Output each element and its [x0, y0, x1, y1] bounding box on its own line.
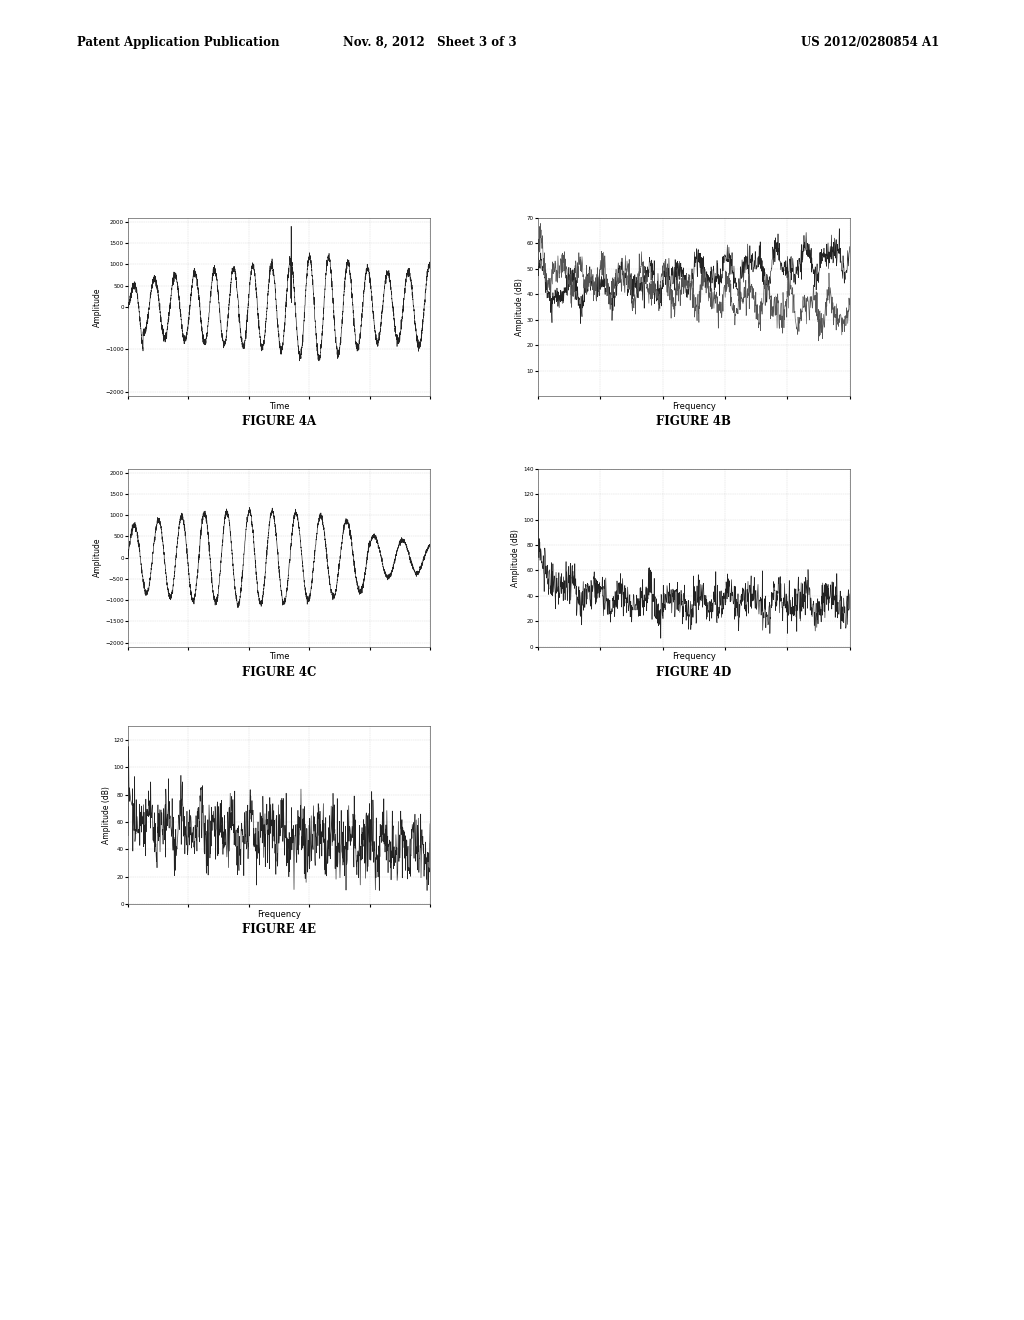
Text: FIGURE 4C: FIGURE 4C [242, 665, 316, 678]
X-axis label: Frequency: Frequency [672, 401, 716, 411]
X-axis label: Frequency: Frequency [672, 652, 716, 661]
Text: FIGURE 4B: FIGURE 4B [656, 414, 731, 428]
Text: US 2012/0280854 A1: US 2012/0280854 A1 [801, 36, 940, 49]
X-axis label: Time: Time [268, 401, 290, 411]
Y-axis label: Amplitude (dB): Amplitude (dB) [101, 787, 111, 843]
Y-axis label: Amplitude: Amplitude [93, 288, 102, 326]
Text: Patent Application Publication: Patent Application Publication [77, 36, 280, 49]
X-axis label: Time: Time [268, 652, 290, 661]
Text: FIGURE 4D: FIGURE 4D [656, 665, 731, 678]
Y-axis label: Amplitude: Amplitude [93, 539, 102, 577]
X-axis label: Frequency: Frequency [257, 909, 301, 919]
Y-axis label: Amplitude (dB): Amplitude (dB) [515, 279, 523, 335]
Y-axis label: Amplitude (dB): Amplitude (dB) [511, 529, 520, 586]
Text: FIGURE 4E: FIGURE 4E [242, 923, 316, 936]
Text: Nov. 8, 2012   Sheet 3 of 3: Nov. 8, 2012 Sheet 3 of 3 [343, 36, 517, 49]
Text: FIGURE 4A: FIGURE 4A [242, 414, 316, 428]
